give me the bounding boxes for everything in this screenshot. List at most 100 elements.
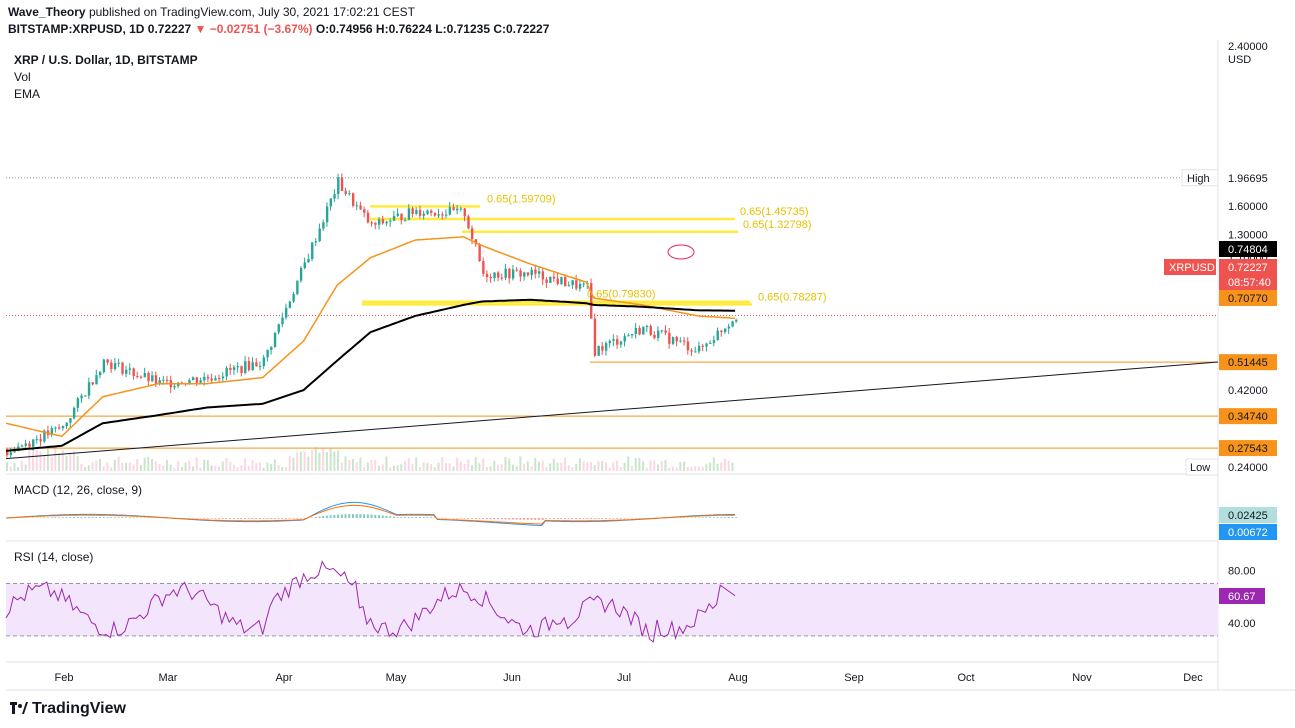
macd-histogram-bar <box>564 518 566 519</box>
macd-histogram-bar <box>534 518 537 520</box>
macd-histogram-bar <box>99 517 101 518</box>
macd-histogram-bar <box>106 517 109 518</box>
candle-body <box>299 268 303 281</box>
volume-bar <box>314 447 317 471</box>
macd-histogram-bar <box>221 518 224 519</box>
time-tick-label: Jul <box>617 672 631 684</box>
ema50-tag: 0.70770 <box>1228 293 1268 305</box>
macd-histogram-bar <box>363 514 366 518</box>
volume-bar <box>441 457 444 471</box>
volume-bar <box>13 462 16 471</box>
macd-histogram-bar <box>206 518 209 519</box>
volume-bar <box>511 464 514 471</box>
volume-bar <box>232 464 235 471</box>
volume-bar <box>355 461 358 471</box>
volume-bar <box>716 463 719 471</box>
level-tag: 0.27543 <box>1228 443 1268 455</box>
candle-body <box>381 219 385 224</box>
candle-body <box>188 380 191 385</box>
macd-histogram-bar <box>251 518 254 519</box>
candle-body <box>266 349 269 358</box>
volume-bar <box>20 460 23 471</box>
candle-body <box>444 214 448 216</box>
candle-body <box>192 377 195 381</box>
macd-histogram-bar <box>426 517 429 518</box>
volume-bar <box>571 467 574 471</box>
macd-histogram-bar <box>411 517 414 518</box>
candle-body <box>162 379 165 381</box>
macd-histogram-bar <box>396 517 399 518</box>
macd-histogram-bar <box>593 518 596 519</box>
candle-body <box>437 214 440 216</box>
high-label: High <box>1187 173 1210 185</box>
candle-body <box>657 330 660 338</box>
candle-body <box>273 332 277 347</box>
macd-histogram-bar <box>366 514 369 518</box>
macd-histogram-bar <box>299 518 302 519</box>
time-tick-label: Sep <box>844 672 864 684</box>
macd-histogram-bar <box>619 518 622 519</box>
macd-histogram-bar <box>247 518 250 519</box>
candle-body <box>106 359 109 363</box>
volume-bar <box>359 457 362 471</box>
level-tag-bg <box>1219 354 1277 371</box>
candle-body <box>422 213 426 216</box>
volume-bar <box>679 462 682 471</box>
volume-bar <box>504 456 507 471</box>
volume-bar <box>392 465 395 471</box>
volume-bar <box>43 455 46 471</box>
macd-histogram-bar <box>459 518 462 519</box>
candle-body <box>716 330 719 341</box>
ema50-tag-bg <box>1219 290 1277 306</box>
highlight-circle <box>667 244 695 260</box>
candle-body <box>285 307 288 318</box>
macd-histogram-bar <box>229 518 232 519</box>
candle-body <box>430 210 433 213</box>
volume-bar <box>552 458 555 471</box>
volume-bar <box>590 462 593 471</box>
candle-body <box>366 212 370 223</box>
volume-bar <box>608 467 611 471</box>
rsi-legend: RSI (14, close) <box>14 550 94 564</box>
candle-body <box>24 443 27 446</box>
volume-bar <box>530 466 533 471</box>
candle-body <box>84 395 87 397</box>
volume-bar <box>642 461 645 471</box>
time-tick-label: Dec <box>1183 672 1203 684</box>
volume-bar <box>690 467 693 471</box>
volume-bar <box>664 459 667 471</box>
candle-body <box>623 336 626 342</box>
candle-body <box>337 177 340 195</box>
rsi-value-tag: 60.67 <box>1228 591 1256 603</box>
ema-slow-line <box>5 298 736 452</box>
volume-bar <box>649 460 652 471</box>
macd-histogram-bar <box>46 517 49 518</box>
volume-bar <box>266 462 269 471</box>
volume-bar <box>50 456 53 471</box>
volume-bar <box>285 467 287 471</box>
macd-histogram-bar <box>76 517 79 518</box>
fib-label: 0.65(1.45735) <box>740 206 809 218</box>
candle-body <box>6 450 9 456</box>
level-tag-bg <box>1219 440 1277 457</box>
macd-histogram-bar <box>430 517 433 518</box>
volume-bar <box>630 465 633 471</box>
macd-histogram-bar <box>39 517 42 518</box>
volume-bar <box>381 464 384 471</box>
volume-bar <box>270 463 273 471</box>
candle-body <box>727 326 731 329</box>
candle-body <box>694 351 697 353</box>
time-tick-label: Oct <box>957 672 974 684</box>
volume-bar <box>675 467 678 471</box>
candle-body <box>649 325 652 335</box>
macd-histogram-bar <box>117 517 120 518</box>
volume-bar <box>400 464 403 471</box>
volume-bar <box>686 466 689 471</box>
volume-bar <box>389 467 392 471</box>
volume-bar <box>723 458 726 471</box>
candle-body <box>478 244 481 262</box>
volume-bar <box>95 460 98 471</box>
candle-body <box>247 361 251 371</box>
macd-histogram-bar <box>270 518 273 519</box>
